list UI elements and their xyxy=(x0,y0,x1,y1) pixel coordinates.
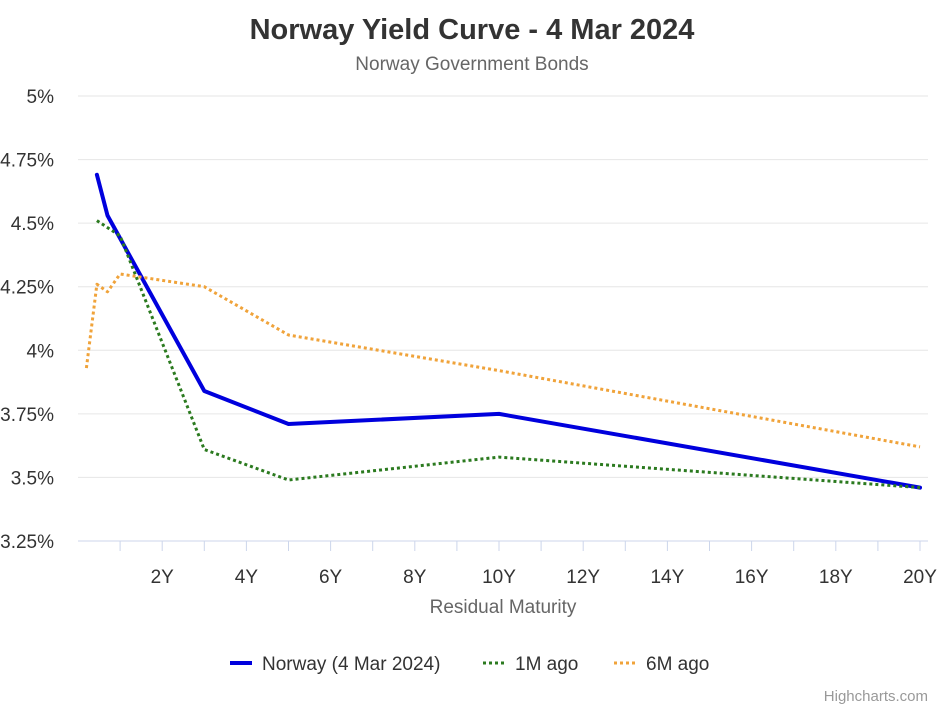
legend-item-2[interactable]: 6M ago xyxy=(614,654,709,675)
axes: 3.25% 3.5% 3.75% 4% 4.25% 4.5% 4.75% 5% 2Y 4Y 6Y 8Y… xyxy=(0,87,937,588)
y-tick-label: 3.5% xyxy=(11,468,54,489)
x-tick-label: 18Y xyxy=(819,567,853,588)
y-tick-label: 4% xyxy=(27,341,55,362)
legend-label: 1M ago xyxy=(515,654,578,675)
credits-link[interactable]: Highcharts.com xyxy=(824,688,928,705)
chart-subtitle: Norway Government Bonds xyxy=(355,54,588,75)
x-tick-label: 6Y xyxy=(319,567,343,588)
x-tick-label: 8Y xyxy=(403,567,427,588)
x-axis-title: Residual Maturity xyxy=(430,597,577,618)
series-line-0[interactable] xyxy=(94,172,922,490)
y-tick-label: 4.5% xyxy=(11,214,54,235)
series-lines xyxy=(84,172,922,490)
x-tick-label: 20Y xyxy=(903,567,937,588)
y-tick-label: 3.75% xyxy=(0,405,54,426)
x-tick-label: 16Y xyxy=(735,567,769,588)
x-tick-label: 14Y xyxy=(650,567,684,588)
y-tick-label: 4.75% xyxy=(0,151,54,172)
x-tick-label: 12Y xyxy=(566,567,600,588)
y-tick-label: 3.25% xyxy=(0,532,54,553)
gridlines xyxy=(78,95,928,542)
legend-item-0[interactable]: Norway (4 Mar 2024) xyxy=(230,654,440,675)
y-tick-label: 4.25% xyxy=(0,278,54,299)
x-tick-label: 4Y xyxy=(235,567,259,588)
legend: Norway (4 Mar 2024) 1M ago 6M ago xyxy=(230,654,709,675)
legend-label: 6M ago xyxy=(646,654,709,675)
legend-item-1[interactable]: 1M ago xyxy=(483,654,578,675)
legend-label: Norway (4 Mar 2024) xyxy=(262,654,440,675)
y-tick-label: 5% xyxy=(27,87,55,108)
series-line-2[interactable] xyxy=(84,272,921,449)
x-tick-label: 10Y xyxy=(482,567,516,588)
chart-title: Norway Yield Curve - 4 Mar 2024 xyxy=(250,14,695,46)
series-line-1[interactable] xyxy=(96,219,921,490)
x-tick-label: 2Y xyxy=(151,567,175,588)
